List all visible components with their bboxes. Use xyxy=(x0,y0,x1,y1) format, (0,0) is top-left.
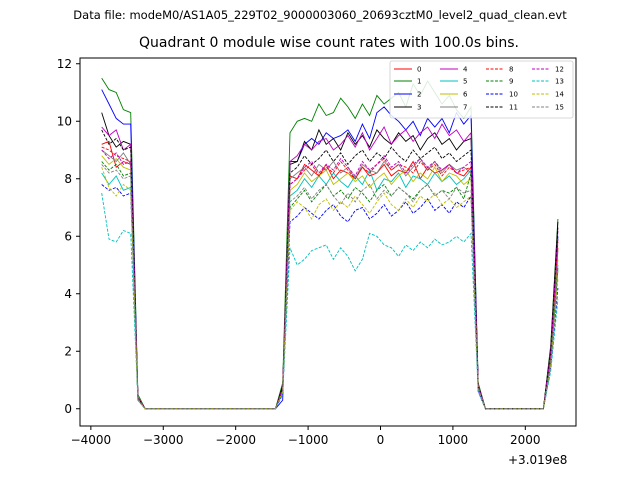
legend-label-7: 7 xyxy=(463,104,467,112)
series-line-2 xyxy=(101,89,559,410)
x-tick-label: 0 xyxy=(377,433,385,447)
plot-frame xyxy=(79,57,577,427)
series-line-3 xyxy=(101,112,559,410)
x-tick-label: −3000 xyxy=(143,433,184,447)
series-line-12 xyxy=(101,149,559,410)
x-axis: −4000 −3000 −2000 −1000 0 1000 2000 xyxy=(71,426,541,447)
series-line-1 xyxy=(101,77,559,410)
legend-label-2: 2 xyxy=(417,91,421,99)
legend-label-9: 9 xyxy=(509,78,513,86)
series-line-5 xyxy=(101,168,559,410)
series-line-8 xyxy=(101,146,559,410)
suptitle: Data file: modeM0/AS1A05_229T02_90000030… xyxy=(73,8,567,22)
chart-title: Quadrant 0 module wise count rates with … xyxy=(139,35,519,51)
x-tick-label: −1000 xyxy=(288,433,329,447)
x-tick-label: −4000 xyxy=(71,433,112,447)
y-tick-label: 12 xyxy=(57,57,72,71)
legend-label-4: 4 xyxy=(463,66,468,74)
legend-label-1: 1 xyxy=(417,78,421,86)
series-line-7 xyxy=(101,149,559,410)
legend-label-0: 0 xyxy=(417,66,421,74)
series-line-14 xyxy=(101,167,559,410)
series-lines xyxy=(101,77,559,410)
legend-label-3: 3 xyxy=(417,104,421,112)
y-tick-label: 2 xyxy=(64,344,72,358)
y-tick-label: 8 xyxy=(64,172,72,186)
y-tick-label: 10 xyxy=(57,114,72,128)
y-tick-label: 6 xyxy=(64,229,72,243)
series-line-13 xyxy=(101,193,559,410)
legend-label-6: 6 xyxy=(463,91,468,99)
legend-label-11: 11 xyxy=(509,104,518,112)
y-tick-label: 0 xyxy=(64,402,72,416)
legend-label-13: 13 xyxy=(555,78,564,86)
legend-label-5: 5 xyxy=(463,78,467,86)
x-offset-label: +3.019e8 xyxy=(508,453,568,467)
legend-label-12: 12 xyxy=(555,66,564,74)
legend-label-14: 14 xyxy=(555,91,564,99)
series-line-15 xyxy=(101,164,559,410)
series-line-10 xyxy=(101,184,559,410)
y-tick-label: 4 xyxy=(64,287,72,301)
legend-label-10: 10 xyxy=(509,91,518,99)
legend-label-8: 8 xyxy=(509,66,513,74)
x-tick-label: 2000 xyxy=(510,433,541,447)
x-tick-label: 1000 xyxy=(438,433,469,447)
x-tick-label: −2000 xyxy=(215,433,256,447)
series-line-9 xyxy=(101,161,559,410)
legend-label-15: 15 xyxy=(555,104,564,112)
series-line-0 xyxy=(101,140,559,410)
series-line-6 xyxy=(101,155,559,410)
y-axis: 0 2 4 6 8 10 12 xyxy=(57,57,80,416)
legend-frame xyxy=(389,60,574,119)
